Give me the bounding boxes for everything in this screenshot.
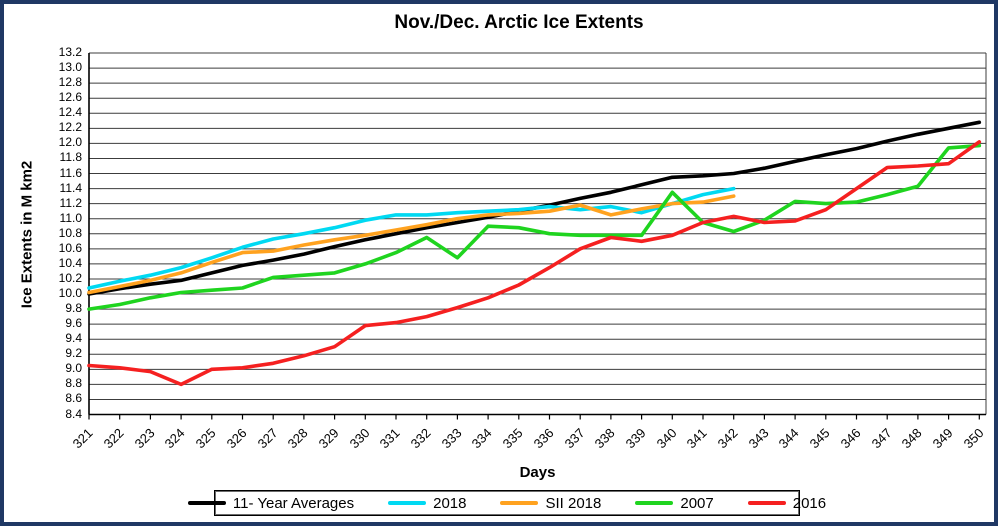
y-tick-label: 12.8: [58, 75, 82, 90]
y-tick-label: 10.4: [58, 255, 82, 270]
y-tick-label: 12.6: [58, 90, 82, 105]
y-tick-label: 9.2: [65, 346, 82, 361]
legend: 11- Year Averages 2018 SII 2018 2007 2016: [187, 490, 826, 516]
legend-item: 2007: [635, 494, 714, 512]
y-tick-label: 11.2: [59, 195, 82, 210]
y-tick-label: 13.0: [58, 60, 82, 75]
series-line-sii-2018: [87, 194, 736, 295]
y-tick-label: 9.0: [65, 361, 82, 376]
y-tick-label: 9.6: [65, 316, 82, 331]
y-tick-label: 13.2: [58, 45, 82, 59]
legend-label: SII 2018: [545, 494, 602, 512]
legend-swatch: [187, 501, 226, 505]
y-tick-label: 8.8: [65, 376, 82, 391]
y-tick-label: 9.4: [65, 331, 82, 346]
y-tick-label: 8.6: [65, 391, 82, 406]
legend-label: 2018: [433, 494, 467, 512]
y-tick-label: 11.4: [59, 180, 82, 195]
legend-swatch: [747, 501, 786, 505]
chart-title: Nov./Dec. Arctic Ice Extents: [394, 12, 644, 33]
legend-item: 11- Year Averages: [187, 494, 355, 512]
y-tick-label: 12.2: [58, 120, 82, 135]
legend-swatch: [388, 501, 427, 505]
y-tick-label: 8.4: [65, 406, 82, 421]
y-tick-label: 10.8: [58, 225, 82, 240]
y-tick-label: 10.0: [58, 286, 82, 300]
series-line-2018: [87, 186, 736, 290]
y-tick-label: 12.0: [58, 135, 82, 150]
legend-item: 2018: [388, 495, 466, 512]
y-tick-label: 10.2: [58, 270, 82, 285]
y-tick-label: 9.8: [65, 301, 82, 316]
legend-label: 2007: [680, 494, 714, 512]
plot-area: [87, 52, 987, 420]
legend-swatch: [500, 501, 539, 505]
y-tick-label: 11.0: [59, 210, 82, 225]
legend-item: 2016: [747, 494, 827, 512]
series-line-2016: [87, 140, 982, 387]
series-line-2007: [87, 143, 982, 311]
legend-item: SII 2018: [500, 495, 601, 512]
y-tick-label: 12.4: [58, 105, 82, 120]
y-tick-label: 11.6: [59, 165, 82, 180]
x-axis-title: Days: [519, 464, 556, 481]
legend-label: 2016: [792, 494, 827, 512]
y-tick-label: 10.6: [58, 240, 82, 255]
legend-swatch: [635, 501, 674, 505]
legend-label: 11- Year Averages: [232, 494, 355, 512]
y-tick-label: 11.8: [59, 150, 82, 165]
